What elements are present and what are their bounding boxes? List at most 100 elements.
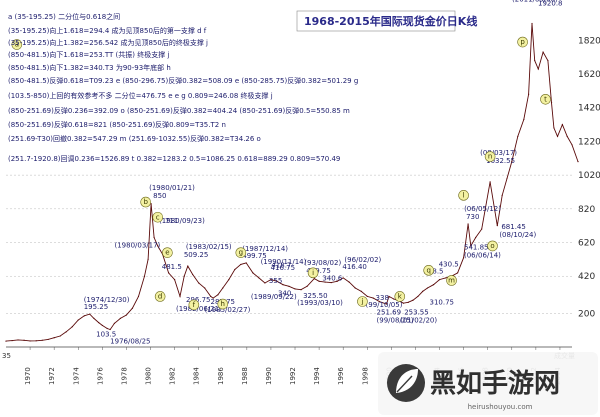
marker-m-circle [446,275,457,286]
marker-c-circle [152,211,164,223]
y-tick-label-1020: 1020 [578,171,600,181]
annotation-label: 418.7 [271,261,291,269]
gold-price-point [336,280,338,282]
note-line: (850-481.5)向下1.382=340.T3 为90-93年底部 h [8,63,171,72]
annotation-label: 416.75 [271,264,296,272]
gold-price-point [198,282,200,284]
gold-price-point [258,277,260,279]
gold-price-point [561,123,563,126]
gold-price-point [53,337,55,339]
gold-price-point [143,275,146,277]
annotation-label: (96/02/02) [344,256,381,264]
gold-price-point [109,328,111,331]
y-tick-label-1820: 1820 [578,36,600,46]
note-line: (251.69-T30)回撤0.382=547.29 m (251.69-103… [8,134,261,143]
x-tick-label-1976: 1976 [96,367,104,385]
note-line: (850-251.69)反弹0.236=392.09 o (850-251.69… [8,106,350,115]
gold-price-point [426,287,429,289]
marker-j-letter: j [360,298,363,306]
annotation-label: 296.75 [186,296,211,304]
gold-price-point [106,327,108,330]
marker-e: e [162,247,173,258]
marker-h-circle [217,298,229,310]
gold-price-point [71,326,73,328]
annotation-label: (99/10/05) [366,301,403,309]
marker-g-letter: g [239,249,243,257]
gold-price-point [388,295,390,298]
annotation-label: (08/10/24) [499,231,536,239]
annotation-label: 499.75 [242,252,267,260]
marker-n-letter: n [488,153,492,161]
gold-price-point [17,339,19,341]
gold-price-point [553,127,555,129]
gold-price-point [228,279,230,281]
gold-price-point [496,225,498,227]
gold-price-point [366,295,368,298]
gold-price-point [444,277,447,279]
marker-l-letter: l [463,191,465,199]
annotation-label: (1990/11/14) [261,258,307,266]
marker-k-letter: k [398,292,403,300]
y-tick-label-200: 200 [578,309,595,319]
gold-price-point [330,282,332,284]
marker-e-circle [162,247,173,258]
gold-price-point [489,181,491,183]
x-tick-label-1972: 1972 [48,367,56,385]
gold-price-point [306,285,308,287]
marker-p: p [517,36,528,48]
gold-price-point [240,263,242,266]
annotation-label: (1980/03/17) [114,241,160,249]
gold-price-point [179,295,181,298]
gold-price-point [402,302,405,304]
chart-series [5,22,579,342]
marker-b: b [140,196,151,208]
leaf-icon [387,364,425,402]
gold-price-point [264,282,266,284]
gold-price-point [577,161,579,163]
annotation-label: (93/08/02) [304,259,341,267]
gold-price-point [547,59,549,62]
gold-price-point [511,161,513,163]
gold-price-point [41,339,43,341]
annotation-label: (1985/02/27) [205,306,251,314]
x-tick-label-1970: 1970 [24,367,32,385]
y-tick-label-420: 420 [578,272,595,282]
gold-price-point [147,258,149,260]
y-axis: 200 420 620 820 1020 1220 1420 1620 1820 [578,36,600,319]
note-line: (251.7-1920.8)回调0.236=1526.89 t 0.382=12… [8,154,340,163]
y-tick-label-1620: 1620 [578,70,600,80]
x-tick-label-1998: 1998 [361,367,369,385]
gold-price-point [157,245,159,247]
gold-price-point [212,297,214,299]
marker-i-circle [307,267,319,279]
gold-price-point [313,277,315,280]
annotation-label: (1983/02/15) [186,243,232,251]
gold-price-point [282,284,284,286]
annotation-label: 481.5 [162,263,182,271]
x-tick-label-1980: 1980 [145,367,153,385]
gold-price-point [378,300,380,303]
annotation-label: 103.5 [96,331,116,339]
annotation-label: 509.25 [184,251,209,259]
gold-price-point [5,340,7,342]
annotation-label: (1980/09/23) [159,217,205,225]
gold-price-point [125,314,128,316]
annotation-label: (08/03/17) [480,149,517,157]
annotation-label: 711 [165,217,178,225]
y-tick-label-820: 820 [578,205,595,215]
marker-q: q [423,265,434,276]
marker-m-letter: m [448,276,455,284]
annotation-label: (1980/01/21) [149,184,195,192]
gold-price-point [342,277,344,279]
y-tick-label-1220: 1220 [578,137,600,147]
annotation-label: (06/06/14) [464,252,501,260]
marker-f: f [188,299,200,311]
gold-price-point [93,317,95,319]
marker-p-letter: p [520,38,525,46]
annotation-label: 253.55 [404,308,429,316]
annotation-label: (99/08/25) [377,317,414,325]
gold-price-point [300,289,302,291]
note-line: (850-481.5)反弹0.618=T09.23 e (850-296.75)… [8,76,358,85]
watermark: 黑如手游网 heirushouyou.com [378,352,598,415]
gold-price-point [470,245,472,247]
